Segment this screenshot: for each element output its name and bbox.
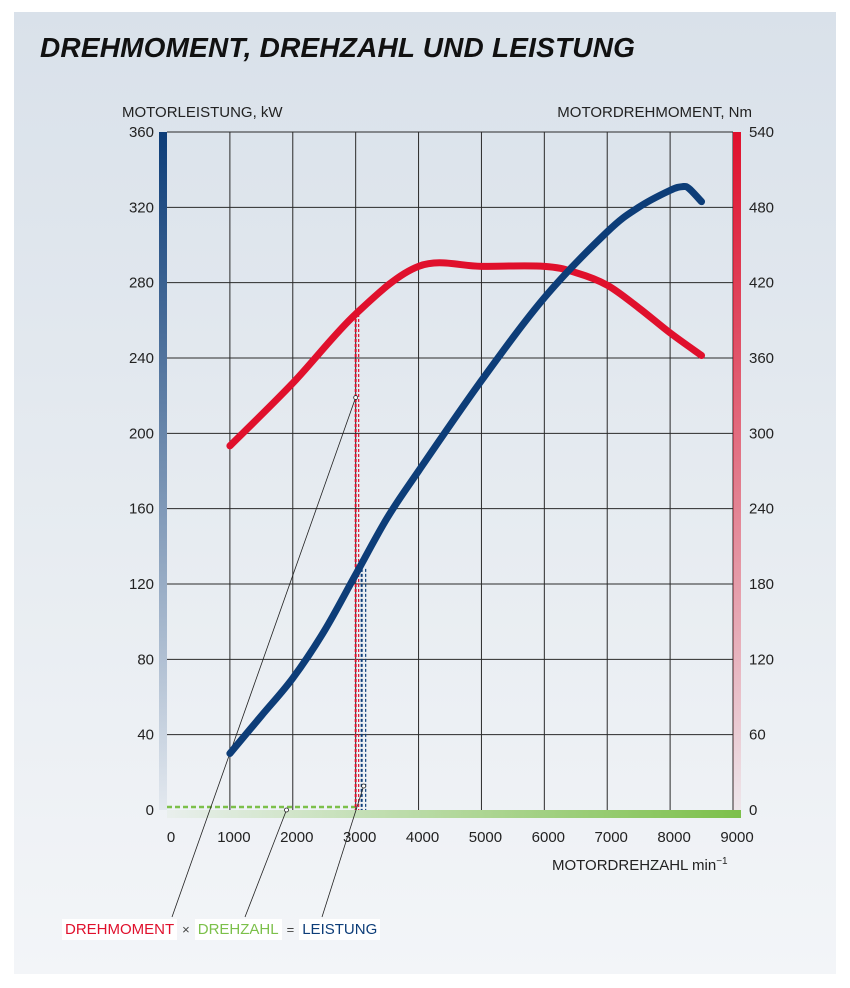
right-tick-label: 540 [749,124,774,141]
right-tick-label: 0 [749,802,757,819]
left-tick-label: 40 [137,727,154,744]
legend-torque: DREHMOMENT [62,919,178,940]
x-tick-label: 5000 [469,829,502,846]
x-tick-label: 2000 [280,829,313,846]
legend-power: LEISTUNG [299,919,381,940]
right-tick-label: 480 [749,199,774,216]
x-tick-label: 3000 [343,829,376,846]
right-tick-label: 360 [749,350,774,367]
torque-leader-dot [353,395,359,400]
right-tick-label: 60 [749,727,766,744]
left-tick-label: 240 [129,350,154,367]
right-tick-label: 240 [749,501,774,518]
bottom-axis-bar [167,810,741,818]
left-tick-label: 80 [137,651,154,668]
x-tick-label: 0 [167,829,175,846]
grid-layer [167,131,734,810]
x-tick-label: 8000 [657,829,690,846]
x-tick-label: 9000 [720,829,753,846]
chart-title: DREHMOMENT, DREHZAHL UND LEISTUNG [40,32,636,63]
right-tick-label: 120 [749,651,774,668]
bottom-axis-title: MOTORDREHZAHL min−1 [552,856,728,874]
left-axis-bar [159,132,167,810]
x-tick-label: 1000 [217,829,250,846]
x-tick-label: 6000 [532,829,565,846]
times-symbol: × [182,922,190,937]
tick-labels: 0 40 80 120 160 200 240 280 320 360 0 60 120 180 240 30… [129,124,774,846]
left-axis-title: MOTORLEISTUNG, kW [122,104,283,121]
left-tick-label: 360 [129,124,154,141]
equals-symbol: = [286,922,295,937]
left-tick-label: 200 [129,425,154,442]
left-tick-label: 160 [129,501,154,518]
power-leader-dot [361,783,367,789]
left-tick-label: 280 [129,275,154,292]
series-line-drehmoment [226,259,706,450]
series-line-leistung [226,182,706,757]
x-tick-label: 7000 [595,829,628,846]
power-leader [321,785,365,918]
bottom-axis-title-exp: −1 [716,856,728,867]
right-axis-title: MOTORDREHMOMENT, Nm [557,104,752,121]
left-tick-label: 0 [146,802,154,819]
bottom-axis-title-text: MOTORDREHZAHL min [552,857,717,874]
formula-legend: DREHMOMENT × DREHZAHL = LEISTUNG [62,919,381,940]
right-tick-label: 180 [749,576,774,593]
right-axis-bar [733,132,741,810]
left-tick-label: 320 [129,199,154,216]
speed-leader [244,809,287,918]
legend-speed: DREHZAHL [194,919,282,940]
series-lines [226,182,706,757]
x-tick-label: 4000 [406,829,439,846]
left-tick-label: 120 [129,576,154,593]
axis-bars [159,132,741,818]
right-tick-label: 420 [749,275,774,292]
speed-leader-dot [284,807,289,813]
right-tick-label: 300 [749,425,774,442]
torque-leader [171,397,357,918]
